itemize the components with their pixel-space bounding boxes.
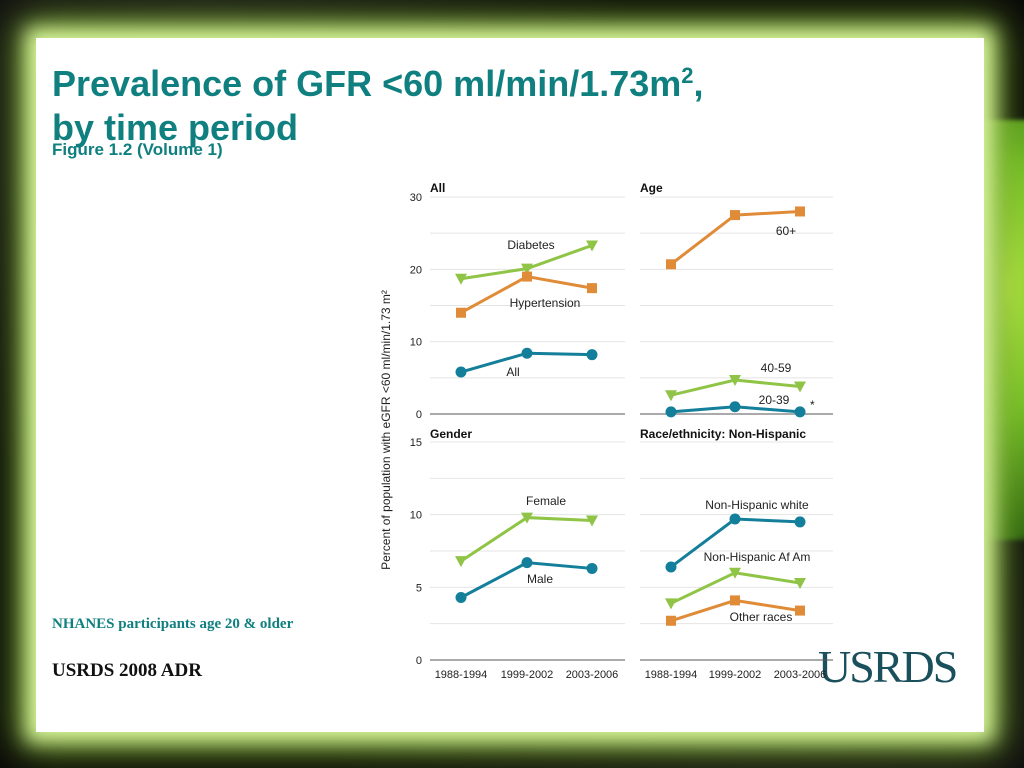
- series-label-3-2: Other races: [730, 610, 793, 624]
- y-tick-label-0-0: 0: [416, 409, 422, 421]
- series-marker-3-2-0: [666, 615, 676, 626]
- series-marker-0-2-1: [521, 347, 533, 359]
- panel-title-2: Gender: [430, 427, 472, 441]
- series-marker-3-0-0: [665, 561, 677, 573]
- y-tick-label-2-1: 5: [416, 582, 422, 594]
- title-line2: by time period: [52, 107, 299, 148]
- title-line1: Prevalence of GFR <60 ml/min/1.73m: [52, 63, 682, 104]
- series-marker-1-2-2: [794, 406, 806, 418]
- series-marker-1-1-1: [729, 375, 741, 387]
- series-marker-3-2-2: [795, 605, 805, 616]
- series-marker-0-1-1: [522, 271, 532, 282]
- y-axis-label: Percent of population with eGFR <60 ml/m…: [379, 290, 393, 570]
- series-marker-3-1-1: [729, 567, 741, 579]
- series-marker-1-1-2: [794, 381, 806, 393]
- series-marker-1-0-0: [666, 259, 676, 270]
- series-marker-0-0-0: [455, 273, 467, 285]
- x-tick-label-3-2: 2003-2006: [774, 669, 827, 681]
- y-tick-label-2-3: 15: [410, 437, 422, 449]
- series-line-2-0: [460, 516, 593, 563]
- series-label-3-0: Non-Hispanic white: [705, 498, 809, 512]
- y-tick-label-0-1: 10: [410, 337, 422, 349]
- series-marker-0-1-0: [456, 307, 466, 318]
- series-marker-0-2-0: [455, 366, 467, 378]
- slide-title: Prevalence of GFR <60 ml/min/1.73m2, by t…: [52, 54, 704, 150]
- series-marker-3-0-2: [794, 516, 806, 528]
- x-tick-label-2-1: 1999-2002: [501, 669, 554, 681]
- series-marker-0-2-2: [586, 349, 598, 361]
- y-tick-label-2-0: 0: [416, 655, 422, 667]
- source-label: USRDS 2008 ADR: [52, 660, 202, 681]
- series-label-0-2: All: [506, 365, 519, 379]
- series-marker-1-2-1: [729, 401, 741, 413]
- panel-title-3: Race/ethnicity: Non-Hispanic: [640, 427, 806, 441]
- x-tick-label-3-1: 1999-2002: [709, 669, 762, 681]
- series-marker-3-2-1: [730, 595, 740, 606]
- x-tick-label-3-0: 1988-1994: [645, 669, 698, 681]
- x-tick-label-2-0: 1988-1994: [435, 669, 488, 681]
- series-marker-2-1-0: [455, 592, 467, 604]
- series-marker-2-0-0: [455, 556, 467, 568]
- series-marker-0-1-2: [587, 283, 597, 294]
- y-tick-label-2-2: 10: [410, 510, 422, 522]
- panel-title-0: All: [430, 181, 445, 195]
- series-label-1-1: 40-59: [761, 361, 792, 375]
- series-label-0-1: Hypertension: [510, 296, 581, 310]
- series-marker-0-0-1: [521, 263, 533, 275]
- y-tick-label-0-2: 20: [410, 264, 422, 276]
- series-label-2-0: Female: [526, 494, 566, 508]
- title-comma: ,: [693, 63, 704, 104]
- series-marker-1-1-0: [665, 390, 677, 402]
- series-marker-3-1-0: [665, 598, 677, 610]
- series-marker-2-1-1: [521, 557, 533, 569]
- panel-title-1: Age: [640, 181, 663, 195]
- series-marker-2-0-1: [521, 512, 533, 524]
- y-tick-label-0-3: 30: [410, 192, 422, 204]
- series-marker-2-0-2: [586, 515, 598, 527]
- usrds-logo: USRDS: [818, 641, 958, 692]
- series-marker-2-1-2: [586, 562, 598, 574]
- series-marker-1-0-1: [730, 210, 740, 221]
- slide: [36, 38, 984, 732]
- series-marker-1-2-0: [665, 406, 677, 418]
- annotation-1: *: [810, 398, 815, 412]
- series-marker-0-0-2: [586, 240, 598, 252]
- series-label-1-2: 20-39: [759, 393, 790, 407]
- series-label-0-0: Diabetes: [507, 238, 554, 252]
- series-marker-1-0-2: [795, 206, 805, 217]
- population-note: NHANES participants age 20 & older: [52, 616, 294, 632]
- x-tick-label-2-2: 2003-2006: [566, 669, 619, 681]
- series-label-1-0: 60+: [776, 224, 796, 238]
- series-marker-3-1-2: [794, 577, 806, 589]
- series-marker-3-0-1: [729, 513, 741, 525]
- figure-subtitle: Figure 1.2 (Volume 1): [52, 140, 223, 159]
- title-superscript: 2: [681, 63, 694, 88]
- series-label-3-1: Non-Hispanic Af Am: [704, 550, 811, 564]
- series-label-2-1: Male: [527, 572, 553, 586]
